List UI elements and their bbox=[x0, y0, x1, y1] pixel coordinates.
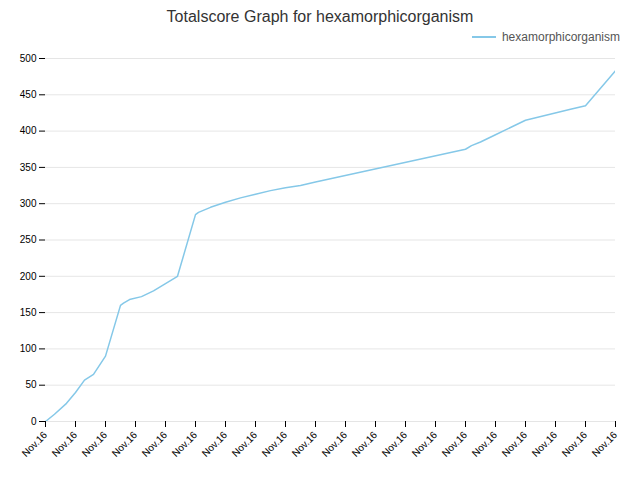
svg-text:Nov.16: Nov.16 bbox=[50, 429, 80, 459]
svg-text:350: 350 bbox=[20, 162, 37, 173]
svg-text:Nov.16: Nov.16 bbox=[80, 429, 110, 459]
svg-text:450: 450 bbox=[20, 89, 37, 100]
svg-text:300: 300 bbox=[20, 198, 37, 209]
svg-text:Nov.16: Nov.16 bbox=[140, 429, 170, 459]
svg-text:Nov.16: Nov.16 bbox=[320, 429, 350, 459]
svg-text:Nov.16: Nov.16 bbox=[20, 429, 50, 459]
svg-text:0: 0 bbox=[31, 416, 37, 427]
svg-text:Nov.16: Nov.16 bbox=[110, 429, 140, 459]
svg-text:Nov.16: Nov.16 bbox=[530, 429, 560, 459]
svg-text:Nov.16: Nov.16 bbox=[380, 429, 410, 459]
svg-text:Nov.16: Nov.16 bbox=[500, 429, 530, 459]
svg-text:Nov.16: Nov.16 bbox=[590, 429, 620, 459]
svg-text:400: 400 bbox=[20, 125, 37, 136]
svg-text:200: 200 bbox=[20, 271, 37, 282]
svg-text:Nov.16: Nov.16 bbox=[560, 429, 590, 459]
html-text:Totalscore Graph for hexamorph: Totalscore Graph for hexamorphicorganism bbox=[166, 8, 474, 25]
svg-text:250: 250 bbox=[20, 234, 37, 245]
svg-text:100: 100 bbox=[20, 343, 37, 354]
svg-text:500: 500 bbox=[20, 53, 37, 64]
svg-text:Nov.16: Nov.16 bbox=[260, 429, 290, 459]
svg-text:150: 150 bbox=[20, 307, 37, 318]
svg-text:Nov.16: Nov.16 bbox=[230, 429, 260, 459]
svg-text:Nov.16: Nov.16 bbox=[410, 429, 440, 459]
svg-text:Nov.16: Nov.16 bbox=[440, 429, 470, 459]
svg-text:Nov.16: Nov.16 bbox=[200, 429, 230, 459]
svg-text:Nov.16: Nov.16 bbox=[170, 429, 200, 459]
svg-text:Nov.16: Nov.16 bbox=[290, 429, 320, 459]
svg-text:Nov.16: Nov.16 bbox=[350, 429, 380, 459]
svg-text:Nov.16: Nov.16 bbox=[470, 429, 500, 459]
html-text:hexamorphicorganism: hexamorphicorganism bbox=[501, 30, 620, 44]
svg-text:50: 50 bbox=[25, 379, 37, 390]
